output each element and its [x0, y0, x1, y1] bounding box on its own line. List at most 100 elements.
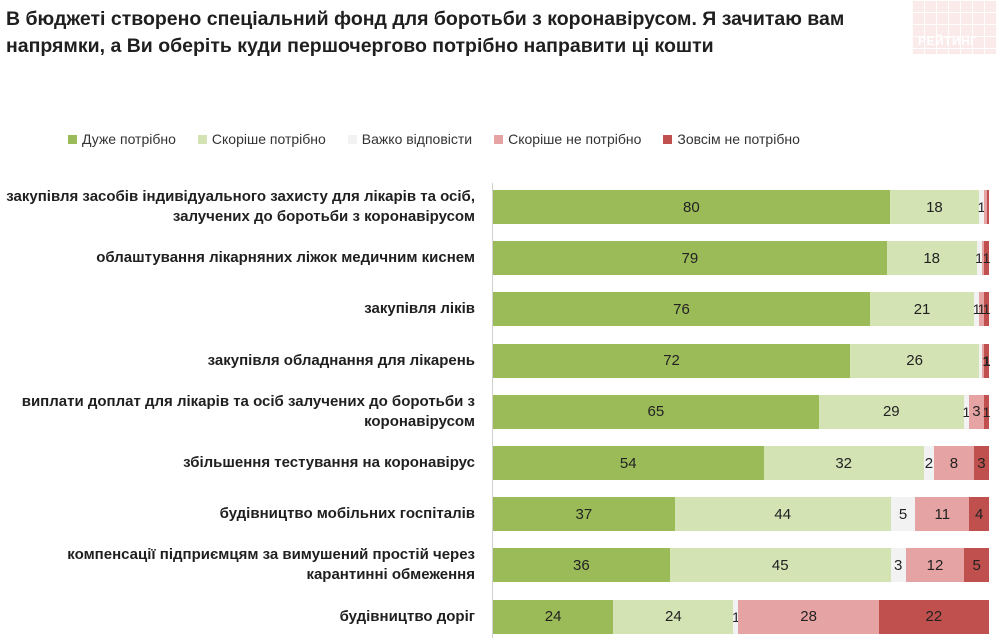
- bar-segment: [984, 190, 987, 224]
- bar-segment: 36: [493, 548, 670, 583]
- bar-segment: 1: [975, 241, 983, 276]
- bar-segment: 80: [493, 190, 890, 224]
- data-label: 65: [647, 403, 665, 421]
- data-label: 45: [771, 556, 789, 574]
- data-label: 1: [982, 403, 991, 420]
- category-label: компенсації підприємцям за вимушений про…: [67, 546, 475, 584]
- bar-segment: 1: [963, 394, 970, 429]
- data-label: 1: [977, 301, 986, 318]
- legend-label: Зовсім не потрібно: [677, 131, 800, 147]
- bar-segment: 24: [613, 599, 734, 634]
- data-label: 11: [934, 505, 951, 523]
- category-label: закупівля обладнання для лікарень: [207, 351, 475, 369]
- bar-segment: 4: [969, 497, 989, 532]
- bar-segment: [981, 241, 984, 276]
- bar-segment: 28: [738, 599, 879, 634]
- bar-segment: 37: [493, 497, 675, 532]
- legend-label: Скоріше потрібно: [211, 131, 326, 147]
- data-label: 18: [923, 249, 940, 267]
- bar-segment: 8: [933, 446, 974, 480]
- data-label: 76: [673, 300, 690, 318]
- legend-label: Скоріше не потрібно: [508, 131, 642, 147]
- bar-segment: [981, 343, 985, 378]
- data-label: 26: [906, 352, 923, 370]
- bar-segment: 5: [890, 497, 916, 532]
- data-label: 21: [913, 300, 931, 318]
- legend-swatch: [347, 134, 357, 144]
- data-label: 3: [972, 403, 981, 421]
- data-label: 29: [882, 403, 900, 421]
- data-label: 18: [926, 198, 943, 216]
- data-label: 3: [977, 454, 986, 472]
- bar-segment: [979, 343, 982, 378]
- data-label: 32: [835, 454, 853, 472]
- bar-segment: 26: [850, 343, 980, 378]
- rating-logo: РЕЙТИНГ: [912, 0, 997, 54]
- legend-item: Скоріше потрібно: [197, 131, 326, 147]
- bar-segment: 1: [982, 394, 991, 429]
- bar-segment: 12: [905, 548, 965, 583]
- bar-segment: 3: [968, 394, 984, 429]
- category-label: облаштування лікарняних ліжок медичним к…: [96, 249, 475, 267]
- bar-segment: 22: [878, 599, 989, 634]
- data-label: 1: [982, 250, 991, 267]
- category-label: будівництво доріг: [339, 607, 475, 625]
- bar-segment: 5: [964, 548, 989, 583]
- data-label: 36: [573, 556, 590, 574]
- bar-segment: 76: [493, 292, 870, 327]
- data-label: 12: [926, 556, 944, 574]
- data-label: 24: [665, 608, 682, 626]
- data-label: 80: [683, 198, 700, 216]
- bar-segment: 44: [674, 497, 891, 532]
- data-label: 2: [924, 454, 934, 472]
- data-label: 37: [575, 505, 593, 523]
- legend-item: Скоріше не потрібно: [494, 131, 641, 147]
- bar-segment: 3: [973, 446, 989, 480]
- data-label: 8: [949, 454, 959, 472]
- data-label: 3: [893, 556, 903, 574]
- data-label: 72: [663, 352, 680, 370]
- bar-segment: 3: [890, 548, 906, 583]
- legend-item: Зовсім не потрібно: [663, 131, 800, 147]
- bar-segment: 1: [977, 190, 986, 224]
- axis-line: [492, 183, 493, 638]
- category-label: будівництво мобільних госпіталів: [219, 505, 475, 523]
- bar-segment: 18: [886, 241, 977, 276]
- bar-segment: 18: [889, 190, 980, 224]
- data-label: 79: [681, 249, 699, 267]
- category-label: збільшення тестування на коронавірус: [183, 454, 475, 471]
- data-label: 54: [619, 454, 637, 472]
- bar-segment: 32: [763, 446, 924, 480]
- data-label: 1: [975, 250, 983, 267]
- legend-item: Дуже потрібно: [68, 131, 176, 147]
- data-label: 44: [774, 505, 792, 523]
- legend-swatch: [68, 134, 77, 144]
- bar-segment: 1: [982, 241, 991, 276]
- legend-swatch: [663, 134, 673, 144]
- chart-title: В бюджеті створено спеціальний фонд для …: [6, 8, 845, 57]
- chart-legend: Дуже потрібно Скоріше потрібно Важко відпо…: [68, 130, 968, 148]
- category-label: закупівля ліків: [364, 300, 475, 318]
- bar-segment: 21: [869, 292, 975, 327]
- logo-grid: [912, 0, 997, 54]
- bar-segment: 1: [972, 292, 981, 327]
- category-label: виплати доплат для лікарів та осіб залуч…: [21, 392, 475, 430]
- data-label: 1: [972, 301, 981, 318]
- data-label: 1: [977, 199, 986, 215]
- bar-segment: 72: [493, 343, 851, 378]
- legend-label: Дуже потрібно: [82, 131, 176, 147]
- bar-segment: 24: [493, 599, 614, 634]
- data-label: 1: [732, 608, 740, 625]
- bar-segment: 29: [818, 394, 964, 429]
- logo-text: РЕЙТИНГ: [918, 34, 978, 48]
- category-label: закупівля засобів індивідуального захист…: [6, 188, 475, 225]
- bar-segment: 2: [923, 446, 934, 480]
- bar-segment: 79: [493, 241, 887, 276]
- bar-segment: 65: [493, 394, 819, 429]
- data-label: 4: [974, 505, 984, 523]
- data-label: 5: [898, 505, 908, 523]
- bar-segment: 1: [983, 343, 990, 378]
- legend-item: Важко відповісти: [347, 131, 472, 147]
- data-label: 1: [982, 301, 991, 318]
- bar-segment: 1: [732, 599, 740, 634]
